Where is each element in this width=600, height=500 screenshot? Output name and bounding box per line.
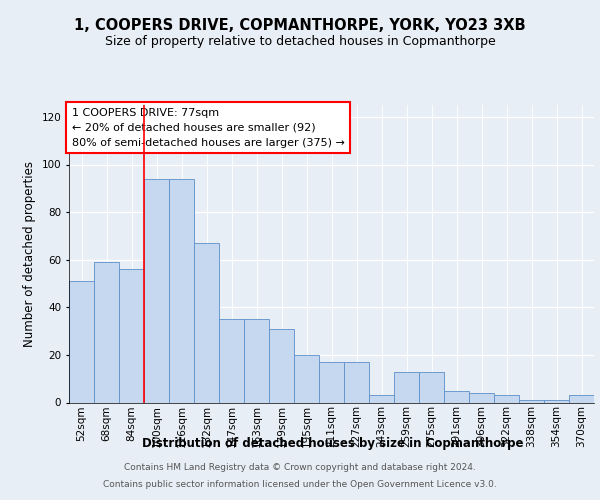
Bar bbox=[494, 396, 519, 402]
Bar bbox=[544, 400, 569, 402]
Bar bbox=[369, 396, 394, 402]
Text: Distribution of detached houses by size in Copmanthorpe: Distribution of detached houses by size … bbox=[142, 438, 524, 450]
Bar bbox=[469, 393, 494, 402]
Bar bbox=[444, 390, 469, 402]
Bar bbox=[569, 396, 594, 402]
Bar bbox=[244, 319, 269, 402]
Bar bbox=[319, 362, 344, 403]
Bar bbox=[94, 262, 119, 402]
Text: 1 COOPERS DRIVE: 77sqm
← 20% of detached houses are smaller (92)
80% of semi-det: 1 COOPERS DRIVE: 77sqm ← 20% of detached… bbox=[71, 108, 344, 148]
Bar bbox=[269, 328, 294, 402]
Bar bbox=[169, 179, 194, 402]
Bar bbox=[344, 362, 369, 403]
Bar bbox=[219, 319, 244, 402]
Text: Size of property relative to detached houses in Copmanthorpe: Size of property relative to detached ho… bbox=[104, 35, 496, 48]
Bar bbox=[519, 400, 544, 402]
Bar bbox=[119, 269, 144, 402]
Bar bbox=[144, 179, 169, 402]
Y-axis label: Number of detached properties: Number of detached properties bbox=[23, 161, 36, 347]
Text: 1, COOPERS DRIVE, COPMANTHORPE, YORK, YO23 3XB: 1, COOPERS DRIVE, COPMANTHORPE, YORK, YO… bbox=[74, 18, 526, 32]
Text: Contains public sector information licensed under the Open Government Licence v3: Contains public sector information licen… bbox=[103, 480, 497, 489]
Bar bbox=[394, 372, 419, 402]
Bar bbox=[419, 372, 444, 402]
Bar bbox=[69, 281, 94, 402]
Bar bbox=[294, 355, 319, 403]
Text: Contains HM Land Registry data © Crown copyright and database right 2024.: Contains HM Land Registry data © Crown c… bbox=[124, 464, 476, 472]
Bar bbox=[194, 243, 219, 402]
